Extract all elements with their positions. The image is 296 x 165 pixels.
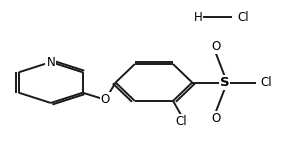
Text: Cl: Cl [260,76,272,89]
Text: O: O [211,112,221,125]
Text: Cl: Cl [237,11,249,24]
Text: N: N [46,56,55,68]
Text: O: O [211,40,221,53]
Text: Cl: Cl [176,115,187,128]
Text: O: O [101,93,110,106]
Text: S: S [220,76,229,89]
Text: H: H [194,11,202,24]
